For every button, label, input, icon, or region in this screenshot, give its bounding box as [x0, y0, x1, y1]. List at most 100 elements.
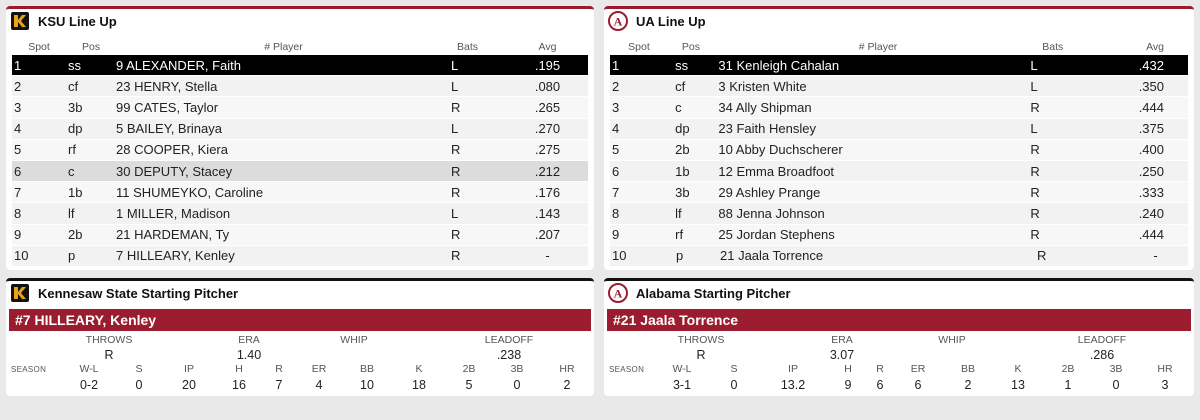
er-label: ER	[910, 363, 926, 375]
lineup-row[interactable]: 9 rf 25 Jordan Stephens R .444	[610, 224, 1188, 246]
era-value: 3.07	[829, 348, 855, 362]
lineup-row[interactable]: 7 1b 11 SHUMEYKO, Caroline R .176	[12, 182, 588, 204]
col-spot: Spot	[628, 41, 650, 53]
season-label: SEASON	[11, 365, 47, 374]
ua-lineup-title: UA Line Up	[636, 13, 706, 29]
er-value: 4	[315, 378, 323, 392]
row-spot: 8	[612, 205, 620, 221]
col-spot: Spot	[28, 41, 50, 53]
row-avg: .275	[534, 142, 561, 158]
bb-label: BB	[359, 363, 374, 375]
row-spot: 1	[14, 57, 22, 73]
ua-lineup-rows: 1 ss 31 Kenleigh Cahalan L .432 2 cf 3 Kristen …	[610, 55, 1188, 267]
row-spot: 5	[14, 142, 22, 158]
lineup-row[interactable]: 6 c 30 DEPUTY, Stacey R .212	[12, 160, 588, 183]
ua-pitcher-name[interactable]: #21 Jaala Torrence	[607, 309, 1191, 331]
lineup-row[interactable]: 3 c 34 Ally Shipman R .444	[610, 97, 1188, 119]
lineup-row[interactable]: 9 2b 21 HARDEMAN, Ty R .207	[12, 224, 588, 246]
lineup-row[interactable]: 1 ss 9 ALEXANDER, Faith L .195	[12, 55, 588, 77]
row-spot: 2	[612, 78, 620, 94]
row-spot: 4	[612, 121, 620, 137]
lineup-row[interactable]: 10 p 7 HILLEARY, Kenley R -	[12, 245, 588, 267]
row-avg: .240	[1138, 205, 1164, 221]
row-pos: 3b	[675, 184, 690, 200]
ua-pitcher-header: A Alabama Starting Pitcher	[604, 281, 1194, 305]
s-value: 0	[730, 378, 738, 392]
ksu-logo-icon	[10, 283, 30, 303]
row-avg: .400	[1138, 142, 1164, 158]
ksu-lineup-table-header: Spot Pos # Player Bats Avg	[12, 39, 588, 55]
row-avg: .195	[534, 57, 561, 73]
throws-value: R	[104, 348, 114, 362]
bb-value: 2	[964, 378, 972, 392]
row-avg: .250	[1138, 163, 1164, 179]
row-pos: rf	[68, 142, 76, 158]
lineup-row[interactable]: 5 rf 28 COOPER, Kiera R .275	[12, 139, 588, 161]
alabama-logo-icon: A	[608, 283, 628, 303]
row-avg: .212	[534, 163, 561, 179]
lineup-row[interactable]: 2 cf 3 Kristen White L .350	[610, 76, 1188, 98]
row-avg: .333	[1138, 184, 1164, 200]
row-bats: R	[1030, 184, 1040, 200]
row-spot: 9	[612, 227, 620, 243]
hr-value: 3	[1161, 378, 1169, 392]
row-bats: R	[451, 99, 461, 115]
ip-label: IP	[184, 363, 194, 375]
col-pos: Pos	[82, 41, 101, 53]
lineup-row[interactable]: 10 p 21 Jaala Torrence R -	[610, 245, 1188, 267]
row-pos: 3b	[68, 99, 83, 115]
lineup-row[interactable]: 4 dp 23 Faith Hensley L .375	[610, 118, 1188, 140]
lineup-row[interactable]: 8 lf 88 Jenna Johnson R .240	[610, 203, 1188, 225]
row-spot: 3	[14, 99, 22, 115]
row-spot: 10	[612, 248, 627, 264]
ksu-pitcher-name[interactable]: #7 HILLEARY, Kenley	[9, 309, 591, 331]
wl-label: W-L	[79, 363, 99, 375]
lineup-row[interactable]: 1 ss 31 Kenleigh Cahalan L .432	[610, 55, 1188, 77]
ksu-pitcher-title: Kennesaw State Starting Pitcher	[38, 285, 239, 301]
ua-lineup-panel: A UA Line Up Spot Pos # Player Bats Avg …	[604, 6, 1194, 270]
col-player: # Player	[858, 41, 898, 53]
row-pos: 2b	[675, 142, 690, 158]
lineup-row[interactable]: 4 dp 5 BAILEY, Brinaya L .270	[12, 118, 588, 140]
row-spot: 6	[14, 163, 22, 179]
row-pos: c	[675, 99, 682, 115]
row-player: 25 Jordan Stephens	[718, 227, 835, 243]
lineup-row[interactable]: 8 lf 1 MILLER, Madison L .143	[12, 203, 588, 225]
row-player: 31 Kenleigh Cahalan	[718, 57, 840, 73]
s-value: 0	[135, 378, 143, 392]
k-value: 18	[412, 378, 426, 392]
wl-label: W-L	[672, 363, 692, 375]
row-player: 23 HENRY, Stella	[116, 78, 218, 94]
row-player: 1 MILLER, Madison	[116, 205, 231, 221]
s-label: S	[730, 363, 738, 375]
r-value: 6	[876, 378, 884, 392]
3b-value: 0	[1112, 378, 1120, 392]
col-bats: Bats	[1042, 41, 1064, 53]
lineup-row[interactable]: 3 3b 99 CATES, Taylor R .265	[12, 97, 588, 119]
3b-value: 0	[513, 378, 521, 392]
row-bats: L	[1030, 78, 1038, 94]
col-player: # Player	[264, 41, 303, 53]
lineup-row[interactable]: 5 2b 10 Abby Duchscherer R .400	[610, 139, 1188, 161]
h-value: 9	[844, 378, 852, 392]
ksu-pitcher-panel: Kennesaw State Starting Pitcher #7 HILLE…	[6, 278, 594, 396]
row-player: 88 Jenna Johnson	[718, 205, 825, 221]
ksu-pitcher-stats: THROWS ERA WHIP LEADOFF R 1.40 .238 SEAS…	[9, 333, 591, 396]
row-player: 3 Kristen White	[718, 78, 807, 94]
lineup-row[interactable]: 7 3b 29 Ashley Prange R .333	[610, 182, 1188, 204]
wl-value: 3-1	[672, 378, 692, 392]
k-label: K	[1014, 363, 1022, 375]
row-avg: .143	[534, 205, 561, 221]
2b-label: 2B	[1061, 363, 1075, 375]
row-player: 21 HARDEMAN, Ty	[116, 227, 230, 243]
ksu-logo-icon	[10, 11, 30, 31]
row-avg: .375	[1138, 121, 1164, 137]
lineup-row[interactable]: 6 1b 12 Emma Broadfoot R .250	[610, 160, 1188, 183]
row-pos: 2b	[68, 227, 83, 243]
ksu-lineup-panel: KSU Line Up Spot Pos # Player Bats Avg 1…	[6, 6, 594, 270]
whip-label: WHIP	[938, 334, 966, 346]
lineup-row[interactable]: 2 cf 23 HENRY, Stella L .080	[12, 76, 588, 98]
row-player: 5 BAILEY, Brinaya	[116, 121, 222, 137]
row-avg: .080	[534, 78, 561, 94]
s-label: S	[135, 363, 143, 375]
